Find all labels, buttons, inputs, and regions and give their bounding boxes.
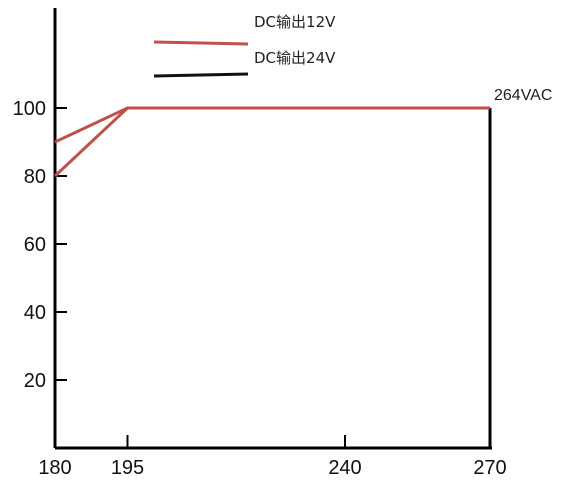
y-tick-label: 80 — [24, 166, 46, 188]
x-tick-label: 240 — [328, 457, 361, 479]
x-tick-label: 270 — [473, 457, 506, 479]
x-tick-label: 195 — [111, 457, 144, 479]
y-tick-label: 40 — [24, 302, 46, 324]
y-tick-label: 20 — [24, 370, 46, 392]
legend-swatch-dc12v — [153, 40, 249, 46]
y-tick-label: 100 — [13, 98, 46, 120]
series-line-1 — [53, 106, 129, 178]
legend-label-dc24v: DC输出24V — [254, 49, 336, 67]
tick-marks — [55, 107, 346, 448]
axes — [53, 8, 492, 450]
legend-swatch-dc24v — [153, 72, 249, 78]
x-tick-label: 180 — [38, 457, 71, 479]
legend: DC输出12V DC输出24V — [153, 13, 336, 78]
tick-labels: 20 40 60 80 100 180 195 240 270 — [13, 98, 507, 479]
y-tick-label: 60 — [24, 234, 46, 256]
legend-label-dc12v: DC输出12V — [254, 13, 336, 31]
annotation-264vac: 264VAC — [494, 87, 552, 104]
series-layer — [53, 106, 490, 178]
